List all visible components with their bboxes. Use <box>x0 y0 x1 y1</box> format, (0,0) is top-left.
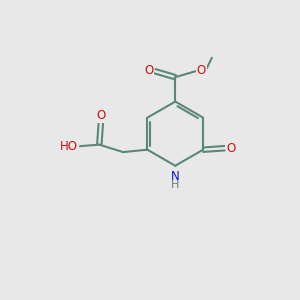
Text: HO: HO <box>60 140 78 153</box>
Text: N: N <box>171 170 180 183</box>
Text: H: H <box>171 180 179 190</box>
Text: O: O <box>144 64 153 77</box>
Text: O: O <box>226 142 236 155</box>
Text: O: O <box>96 109 105 122</box>
Text: O: O <box>197 64 206 77</box>
